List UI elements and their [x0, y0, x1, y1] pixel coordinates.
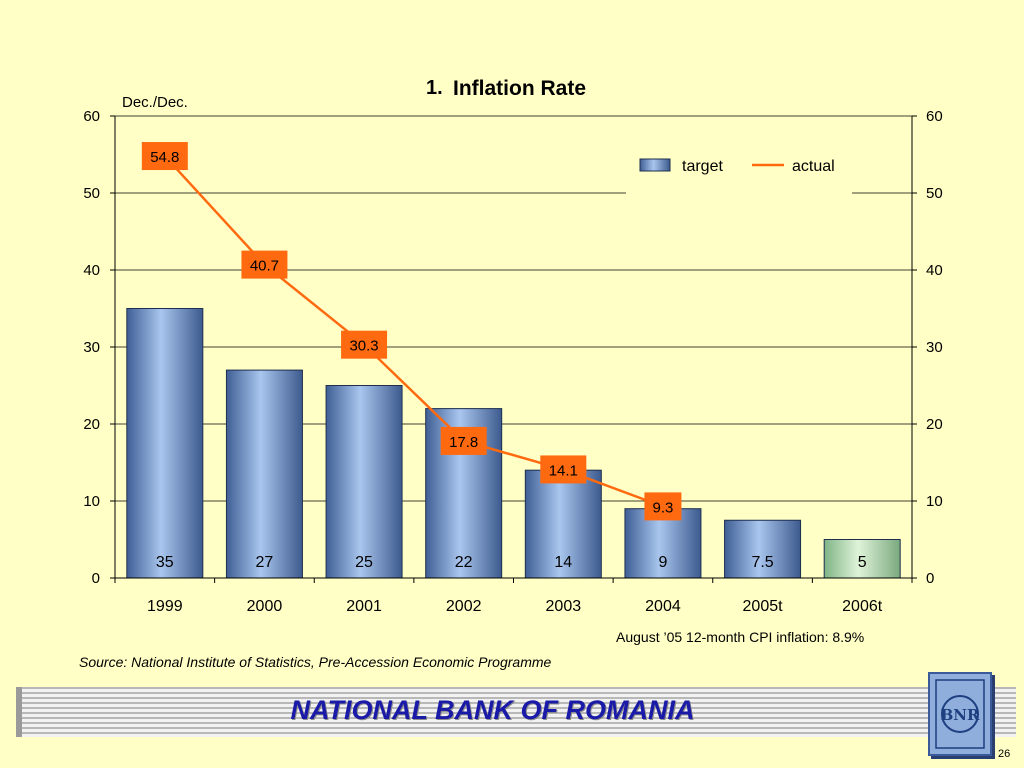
x-tick-label: 2006t	[842, 598, 883, 615]
y-axis-label: Dec./Dec.	[122, 94, 188, 111]
point-label-actual: 30.3	[349, 338, 378, 355]
y-tick-label-right: 20	[926, 416, 943, 433]
cpi-note: August ’05 12-month CPI inflation: 8.9%	[616, 629, 865, 645]
point-label-actual: 40.7	[250, 258, 279, 275]
bar-value-label: 9	[658, 554, 667, 571]
bar-value-label: 7.5	[751, 554, 773, 571]
y-tick-label-right: 0	[926, 570, 934, 587]
bar-target	[823, 539, 901, 579]
y-tick-label-right: 10	[926, 493, 943, 510]
bar-value-label: 25	[355, 554, 373, 571]
bar-target	[126, 308, 204, 579]
y-tick-label-right: 40	[926, 262, 943, 279]
legend-label-target: target	[682, 158, 723, 175]
x-tick-label: 2000	[247, 598, 283, 615]
bank-logo-text: BNR	[941, 706, 980, 724]
y-tick-label-left: 20	[83, 416, 100, 433]
x-tick-label: 2005t	[743, 598, 784, 615]
bar-target	[524, 469, 602, 579]
bar-value-label: 22	[455, 554, 473, 571]
y-tick-label-right: 30	[926, 339, 943, 356]
bar-value-label: 14	[554, 554, 572, 571]
bar-target	[325, 385, 403, 579]
point-label-actual: 54.8	[150, 149, 179, 166]
y-tick-label-left: 10	[83, 493, 100, 510]
y-tick-label-left: 0	[92, 570, 100, 587]
chart-title: Inflation Rate	[453, 77, 586, 100]
page-number: 26	[998, 748, 1011, 760]
point-label-box	[440, 426, 487, 455]
footer-band	[16, 687, 1016, 737]
point-label-box	[141, 142, 188, 171]
point-label-actual: 14.1	[549, 462, 578, 479]
x-tick-label: 1999	[147, 598, 183, 615]
point-label-box	[341, 330, 388, 359]
y-tick-label-left: 60	[83, 108, 100, 125]
point-label-actual: 17.8	[449, 434, 478, 451]
point-label-box	[644, 492, 682, 521]
bank-logo-icon: BNR	[928, 672, 992, 756]
bar-value-label: 5	[858, 554, 867, 571]
y-tick-label-right: 50	[926, 185, 943, 202]
point-label-actual: 9.3	[653, 499, 674, 516]
point-label-box	[540, 455, 587, 484]
x-tick-label: 2002	[446, 598, 482, 615]
legend-label-actual: actual	[792, 158, 835, 175]
y-tick-label-left: 50	[83, 185, 100, 202]
bar-target	[225, 369, 303, 579]
legend: target actual	[639, 158, 835, 175]
source-note: Source: National Institute of Statistics…	[79, 654, 552, 670]
bar-value-label: 35	[156, 554, 174, 571]
x-tick-label: 2004	[645, 598, 681, 615]
point-label-box	[241, 250, 288, 279]
y-tick-label-right: 60	[926, 108, 943, 125]
y-tick-label-left: 40	[83, 262, 100, 279]
footer-band-cap	[16, 687, 22, 737]
footer-title: NATIONAL BANK OF ROMANIA	[290, 695, 695, 725]
chart-title-number: 1.	[426, 77, 443, 99]
bar-target	[724, 519, 802, 579]
x-tick-label: 2001	[346, 598, 382, 615]
legend-swatch-target	[639, 158, 671, 172]
y-tick-label-left: 30	[83, 339, 100, 356]
x-tick-label: 2003	[546, 598, 582, 615]
inflation-chart: 1. Inflation Rate Dec./Dec. 35 27 25 22 14 9 7…	[83, 77, 943, 615]
bar-value-label: 27	[256, 554, 274, 571]
